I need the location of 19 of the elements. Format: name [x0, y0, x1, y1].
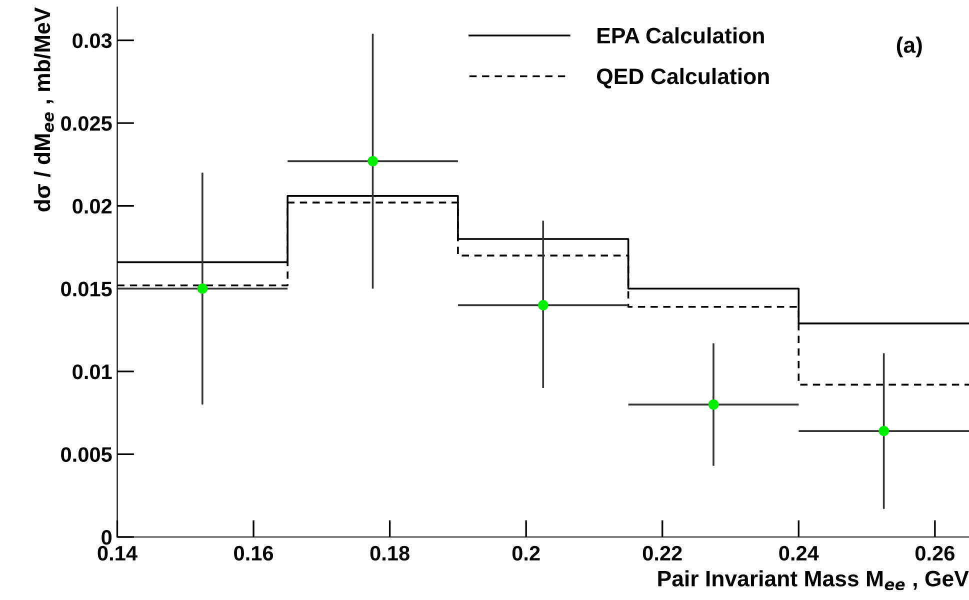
legend-label: QED Calculation [597, 68, 769, 88]
y-tick-label: 0.025 [61, 116, 112, 131]
x-tick-label: 0.22 [642, 546, 682, 561]
y-tick-label: 0.03 [72, 33, 112, 48]
annotation: (a) [896, 36, 922, 58]
x-tick-label: 0.26 [915, 546, 954, 561]
y-tick-label: 0.005 [61, 447, 112, 462]
x-tick-label: 0.14 [98, 546, 138, 561]
x-tick-label: 0.24 [779, 546, 819, 561]
x-axis-title: Pair Invariant Mass M$_{ee}$ , GeV [658, 570, 969, 590]
legend-label: EPA Calculation [598, 27, 764, 44]
y-tick-label: 0 [102, 530, 112, 545]
y-tick-label: 0.01 [72, 364, 112, 380]
y-axis-title: dσ / dM$_{ee}$ , mb/MeV [34, 7, 54, 212]
y-tick-label: 0.015 [61, 282, 112, 296]
x-tick-label: 0.18 [370, 546, 410, 561]
y-tick-label: 0.02 [72, 198, 112, 214]
x-tick-label: 0.16 [234, 546, 274, 561]
x-tick-label: 0.2 [512, 546, 540, 561]
